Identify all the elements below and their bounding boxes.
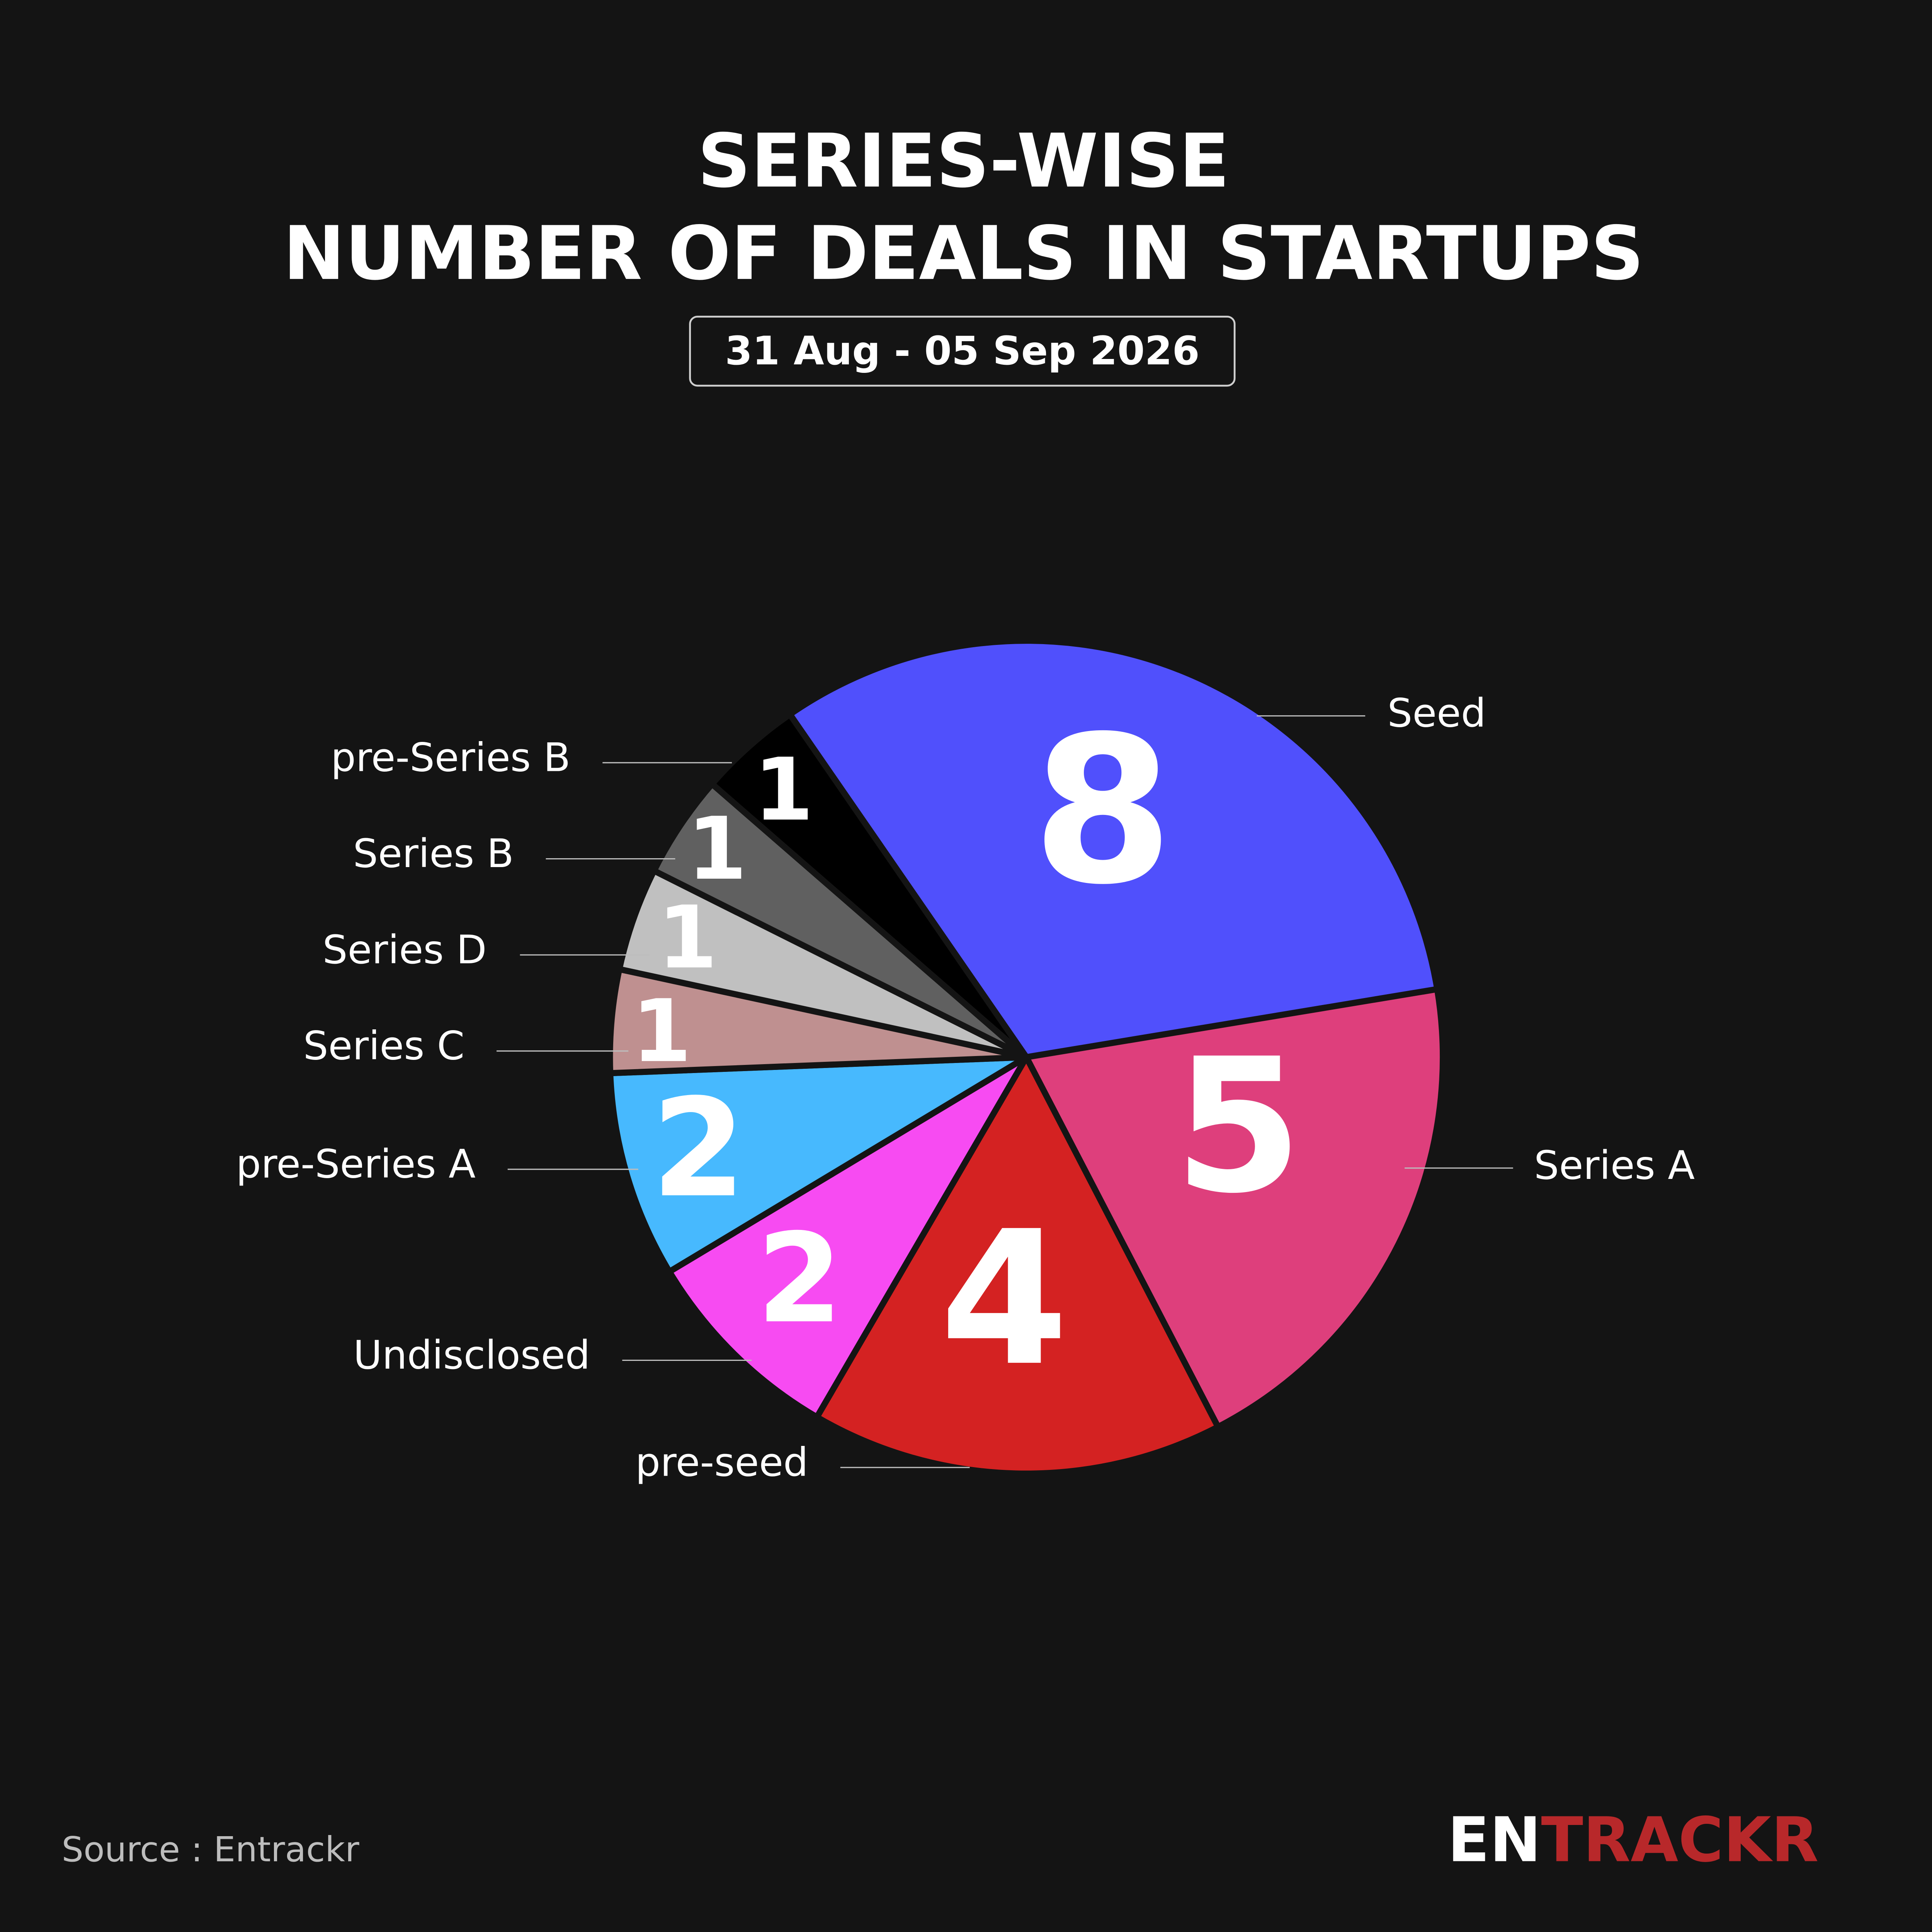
pie-slice	[666, 1054, 1030, 1420]
pie-slice	[1023, 986, 1446, 1430]
value-label: 1	[753, 740, 813, 840]
value-label: 1	[658, 888, 718, 988]
value-label: 1	[632, 981, 692, 1082]
value-label: 5	[1174, 1019, 1303, 1234]
slice-label: Series A	[1534, 1143, 1695, 1189]
slice-label: Undisclosed	[353, 1332, 590, 1378]
value-label: 4	[940, 1191, 1068, 1406]
pie-slice	[616, 867, 1030, 1060]
source: Source : Entrackr	[61, 1830, 359, 1870]
pie-slice	[607, 1054, 1030, 1275]
pie-slice	[607, 966, 1030, 1077]
slice-label: Series B	[353, 831, 514, 877]
pie-slice	[814, 1054, 1221, 1477]
pie-slice	[787, 638, 1440, 1060]
value-label: 2	[757, 1207, 843, 1350]
value-label: 8	[1032, 693, 1173, 929]
pie-slice	[709, 711, 1030, 1060]
chart-subtitle: 31 Aug - 05 Sep 2026	[725, 328, 1199, 374]
pie: Seed 8 Series A 5 pre-seed 4 Undisclosed 2 pre-S…	[236, 638, 1695, 1485]
value-label: 2	[651, 1069, 746, 1227]
logo: ENTRACKR	[1447, 1804, 1819, 1876]
slice-label: pre-Series B	[331, 735, 570, 781]
chart-title: NUMBER OF DEALS IN STARTUPS	[283, 211, 1644, 297]
chart-title: SERIES-WISE	[697, 118, 1230, 204]
slice-label: pre-seed	[635, 1439, 808, 1485]
slice-label: pre-Series A	[236, 1141, 476, 1187]
slice-label: Series D	[323, 927, 487, 973]
logo-part: TRACKR	[1541, 1804, 1818, 1876]
value-label: 1	[687, 799, 747, 899]
pie-slice	[651, 781, 1030, 1060]
subtitle-box	[689, 316, 1236, 387]
slice-label: Seed	[1388, 690, 1486, 736]
slice-label: Series C	[303, 1023, 464, 1069]
logo-part: EN	[1447, 1804, 1541, 1876]
